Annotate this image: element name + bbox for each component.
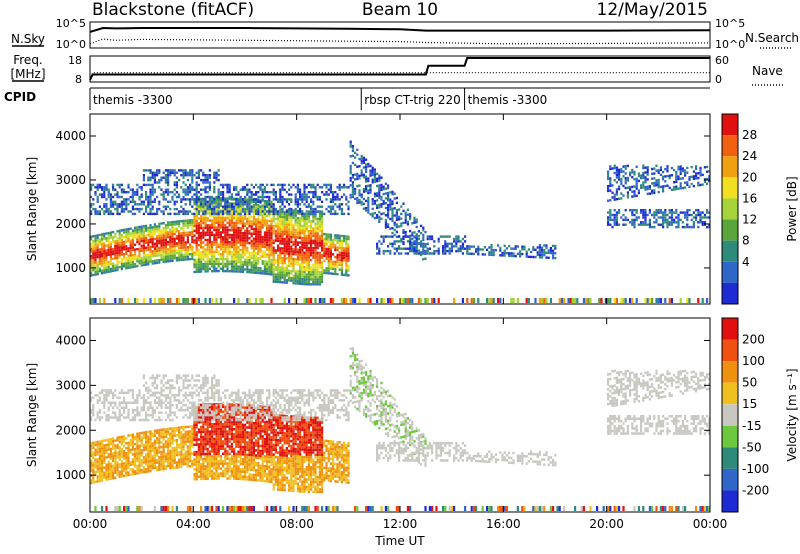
- power-colorbar-cell-0: [722, 114, 738, 136]
- freq-panel-frame: [89, 55, 711, 83]
- power-colorbar-tick-5: 8: [742, 234, 750, 248]
- power-colorbar-frame: [721, 113, 739, 305]
- velocity-colorbar-cell-5: [722, 425, 738, 448]
- velocity-colorbar-cell-6: [722, 447, 738, 469]
- nsky-tick-low: 10^0: [56, 38, 86, 51]
- nsky-label: N.Sky: [11, 32, 45, 46]
- station-title: Blackstone (fitACF): [92, 0, 254, 20]
- velocity-colorbar-label: Velocity [m s⁻¹]: [785, 368, 799, 461]
- power-colorbar-tick-6: 4: [742, 255, 750, 269]
- nsearch-tick-high: 10^5: [715, 17, 745, 30]
- velocity-colorbar-cell-2: [722, 361, 738, 383]
- xtick-label-2: 08:00: [279, 517, 314, 531]
- xtick-label-6: 00:00: [693, 517, 728, 531]
- freq-tick-high: 18: [68, 54, 82, 67]
- nsearch-tick-low: 10^0: [715, 38, 745, 51]
- noise-series-0: [89, 26, 711, 33]
- cpid-label: CPID: [4, 90, 36, 104]
- nsky-tick-high: 10^5: [56, 17, 86, 30]
- power-colorbar-tick-4: 12: [742, 213, 757, 227]
- velocity-colorbar-tick-1: 100: [742, 354, 765, 368]
- velocity-colorbar-tick-2: 50: [742, 376, 757, 390]
- nsearch-label: N.Search: [745, 31, 799, 45]
- nave-label: Nave: [752, 64, 783, 78]
- velocity-colorbar-tick-0: 200: [742, 333, 765, 347]
- noise-series-1: [89, 38, 711, 45]
- xaxis-label: Time UT: [374, 534, 425, 548]
- power-colorbar-cell-4: [722, 198, 738, 220]
- power-colorbar-cell-5: [722, 219, 738, 241]
- date-title: 12/May/2015: [597, 0, 709, 20]
- xtick-label-3: 12:00: [383, 517, 418, 531]
- velocity-colorbar-cell-4: [722, 404, 738, 426]
- beam-title: Beam 10: [362, 0, 438, 20]
- xtick-label-0: 00:00: [73, 517, 108, 531]
- velocity-ytick-3: 1000: [55, 468, 86, 482]
- velocity-colorbar-cell-0: [722, 318, 738, 340]
- power-ytick-1: 3000: [55, 173, 86, 187]
- cpid-segment-0: themis -3300: [93, 93, 173, 107]
- xtick-label-1: 04:00: [176, 517, 211, 531]
- power-colorbar-tick-0: 28: [742, 128, 757, 142]
- xtick-label-5: 20:00: [589, 517, 624, 531]
- velocity-ylabel: Slant Range [km]: [25, 363, 39, 467]
- power-colorbar-cell-8: [722, 282, 738, 304]
- velocity-colorbar-cell-1: [722, 339, 738, 362]
- nave-tick-low: 0: [715, 73, 722, 86]
- velocity-colorbar-tick-4: -15: [742, 419, 762, 433]
- power-colorbar-tick-1: 24: [742, 149, 757, 163]
- velocity-colorbar-tick-6: -100: [742, 462, 769, 476]
- power-ytick-0: 4000: [55, 129, 86, 143]
- nave-tick-high: 60: [715, 54, 729, 67]
- velocity-ytick-1: 3000: [55, 378, 86, 392]
- power-ytick-3: 1000: [55, 261, 86, 275]
- power-ylabel: Slant Range [km]: [25, 157, 39, 261]
- velocity-colorbar-cell-7: [722, 468, 738, 491]
- power-colorbar-cell-3: [722, 177, 738, 199]
- power-colorbar-cell-6: [722, 240, 738, 262]
- xtick-label-4: 16:00: [486, 517, 521, 531]
- velocity-colorbar-cell-3: [722, 382, 738, 405]
- velocity-ytick-0: 4000: [55, 333, 86, 347]
- noise-panel-frame: [89, 21, 711, 49]
- cpid-segment-1: rbsp CT-trig 220: [364, 93, 460, 107]
- freq-unit-label: [MHz]: [10, 67, 45, 81]
- velocity-colorbar-tick-7: -200: [742, 483, 769, 497]
- cpid-segment-2: themis -3300: [468, 93, 548, 107]
- power-colorbar-label: Power [dB]: [785, 176, 799, 241]
- power-scatter-image: [90, 140, 711, 303]
- velocity-colorbar-frame: [721, 317, 739, 513]
- velocity-scatter-image: [90, 347, 711, 511]
- velocity-ytick-2: 2000: [55, 423, 86, 437]
- velocity-colorbar-tick-5: -50: [742, 440, 762, 454]
- power-ytick-2: 2000: [55, 217, 86, 231]
- freq-label: Freq.: [13, 53, 43, 67]
- velocity-colorbar-cell-8: [722, 490, 738, 512]
- freq-series: [89, 57, 710, 81]
- velocity-colorbar-tick-3: 15: [742, 397, 757, 411]
- power-colorbar-tick-3: 16: [742, 191, 757, 205]
- power-colorbar-cell-7: [722, 261, 738, 283]
- power-colorbar-cell-1: [722, 135, 738, 157]
- freq-tick-low: 8: [75, 73, 82, 86]
- power-colorbar-cell-2: [722, 156, 738, 178]
- power-colorbar-tick-2: 20: [742, 170, 757, 184]
